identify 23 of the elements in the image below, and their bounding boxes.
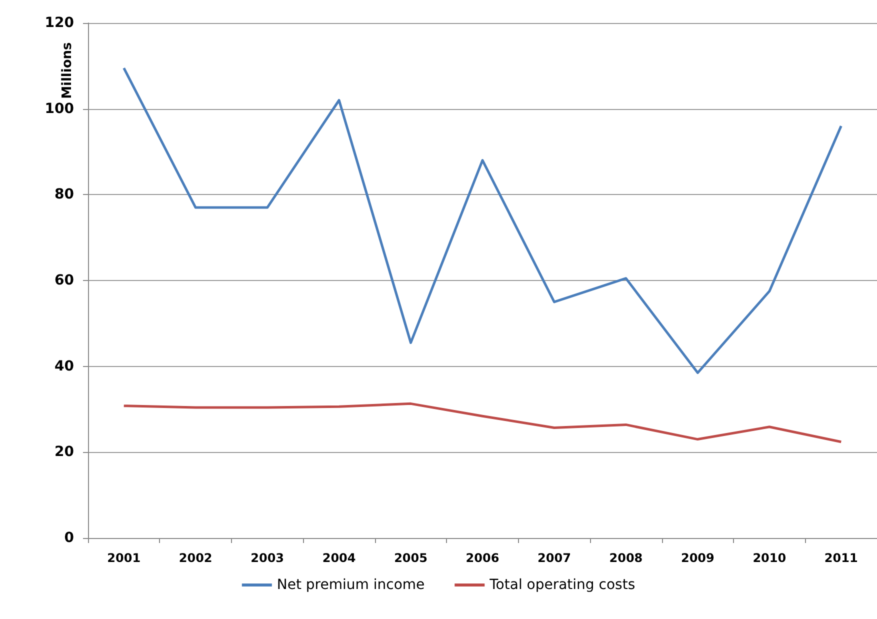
x-tick-label: 2001 [107, 551, 141, 565]
y-tick-label: 120 [44, 15, 74, 31]
x-tick-label: 2002 [178, 551, 212, 565]
x-tick-label: 2011 [824, 551, 858, 565]
y-tick-label: 60 [54, 272, 74, 288]
legend-label: Total operating costs [488, 577, 636, 593]
x-tick-label: 2009 [680, 551, 714, 565]
x-tick-label: 2003 [250, 551, 284, 565]
x-tick-label: 2006 [466, 551, 500, 565]
y-axis-title: Millions [60, 42, 75, 99]
x-tick-label: 2007 [538, 551, 571, 565]
y-tick-label: 20 [54, 444, 74, 460]
y-tick-label: 0 [64, 530, 74, 546]
x-tick-label: 2010 [752, 551, 786, 565]
y-tick-label: 100 [44, 100, 74, 117]
y-tick-label: 40 [54, 358, 74, 374]
line-series [122, 66, 842, 374]
x-tick-label: 2008 [609, 551, 643, 565]
y-tick-label: 80 [54, 186, 74, 203]
line-series [122, 402, 842, 444]
legend-label: Net premium income [276, 577, 425, 593]
x-tick-label: 2005 [394, 551, 428, 565]
x-tick-label: 2004 [322, 551, 356, 565]
